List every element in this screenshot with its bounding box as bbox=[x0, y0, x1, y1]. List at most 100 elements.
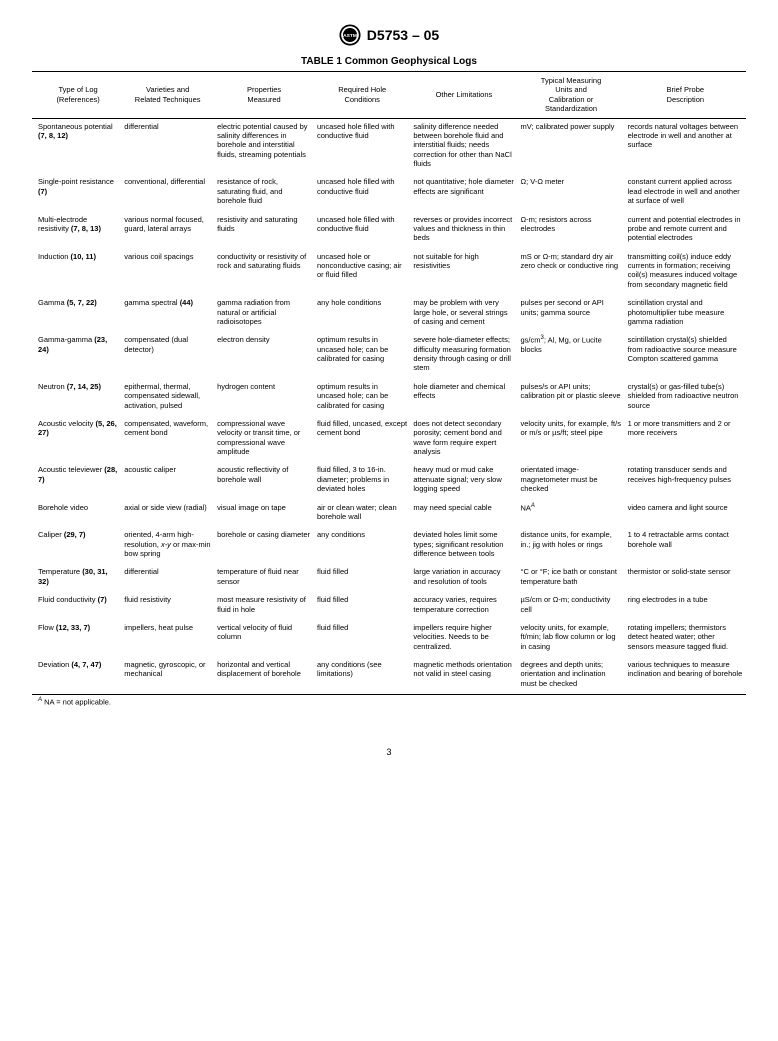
cell-varieties: impellers, heat pulse bbox=[121, 620, 214, 657]
table-row: Single-point resistance (7)conventional,… bbox=[32, 174, 746, 211]
cell-probe: various techniques to measure inclinatio… bbox=[625, 657, 746, 695]
cell-units: Ω-m; resistors across electrodes bbox=[517, 212, 624, 249]
cell-limitations: large variation in accuracy and resoluti… bbox=[410, 564, 517, 592]
cell-limitations: does not detect secondary porosity; ceme… bbox=[410, 416, 517, 463]
cell-limitations: reverses or provides incorrect values an… bbox=[410, 212, 517, 249]
cell-units: µS/cm or Ω-m; conductivity cell bbox=[517, 592, 624, 620]
cell-type-of-log: Temperature (30, 31, 32) bbox=[32, 564, 121, 592]
cell-hole-conditions: fluid filled bbox=[314, 564, 410, 592]
cell-limitations: salinity difference needed between boreh… bbox=[410, 118, 517, 174]
cell-probe: current and potential electrodes in prob… bbox=[625, 212, 746, 249]
cell-properties: temperature of fluid near sensor bbox=[214, 564, 314, 592]
cell-varieties: gamma spectral (44) bbox=[121, 295, 214, 332]
cell-properties: most measure resistivity of fluid in hol… bbox=[214, 592, 314, 620]
cell-type-of-log: Fluid conductivity (7) bbox=[32, 592, 121, 620]
cell-type-of-log: Gamma (5, 7, 22) bbox=[32, 295, 121, 332]
cell-limitations: magnetic methods orientation not valid i… bbox=[410, 657, 517, 695]
cell-varieties: fluid resistivity bbox=[121, 592, 214, 620]
cell-varieties: various normal focused, guard, lateral a… bbox=[121, 212, 214, 249]
geophysical-logs-table: Type of Log(References)Varieties andRela… bbox=[32, 71, 746, 695]
cell-probe: crystal(s) or gas-filled tube(s) shielde… bbox=[625, 379, 746, 416]
column-header: Typical MeasuringUnits andCalibration or… bbox=[517, 72, 624, 119]
table-footnote: A NA = not applicable. bbox=[32, 697, 746, 707]
cell-probe: thermistor or solid-state sensor bbox=[625, 564, 746, 592]
cell-units: orientated image-magnetometer must be ch… bbox=[517, 462, 624, 499]
cell-probe: rotating transducer sends and receives h… bbox=[625, 462, 746, 499]
cell-type-of-log: Single-point resistance (7) bbox=[32, 174, 121, 211]
table-row: Fluid conductivity (7)fluid resistivitym… bbox=[32, 592, 746, 620]
document-id: D5753 – 05 bbox=[367, 27, 439, 43]
cell-limitations: heavy mud or mud cake attenuate signal; … bbox=[410, 462, 517, 499]
cell-type-of-log: Neutron (7, 14, 25) bbox=[32, 379, 121, 416]
cell-units: gs/cm3; Al, Mg, or Lucite blocks bbox=[517, 332, 624, 379]
cell-varieties: acoustic caliper bbox=[121, 462, 214, 499]
cell-type-of-log: Spontaneous potential (7, 8, 12) bbox=[32, 118, 121, 174]
cell-probe: ring electrodes in a tube bbox=[625, 592, 746, 620]
table-row: Flow (12, 33, 7)impellers, heat pulsever… bbox=[32, 620, 746, 657]
astm-logo: ASTM bbox=[339, 24, 361, 46]
cell-units: mV; calibrated power supply bbox=[517, 118, 624, 174]
cell-hole-conditions: optimum results in uncased hole; can be … bbox=[314, 332, 410, 379]
cell-units: distance units, for example, in.; jig wi… bbox=[517, 527, 624, 564]
cell-hole-conditions: uncased hole filled with conductive flui… bbox=[314, 212, 410, 249]
cell-hole-conditions: any hole conditions bbox=[314, 295, 410, 332]
cell-properties: resistance of rock, saturating fluid, an… bbox=[214, 174, 314, 211]
cell-units: mS or Ω-m; standard dry air zero check o… bbox=[517, 249, 624, 296]
cell-properties: acoustic reflectivity of borehole wall bbox=[214, 462, 314, 499]
cell-varieties: various coil spacings bbox=[121, 249, 214, 296]
cell-limitations: accuracy varies, requires temperature co… bbox=[410, 592, 517, 620]
cell-type-of-log: Acoustic televiewer (28, 7) bbox=[32, 462, 121, 499]
cell-hole-conditions: fluid filled bbox=[314, 620, 410, 657]
cell-properties: conductivity or resistivity of rock and … bbox=[214, 249, 314, 296]
cell-type-of-log: Gamma-gamma (23, 24) bbox=[32, 332, 121, 379]
table-row: Induction (10, 11)various coil spacingsc… bbox=[32, 249, 746, 296]
cell-limitations: hole diameter and chemical effects bbox=[410, 379, 517, 416]
cell-hole-conditions: fluid filled, 3 to 16-in. diameter; prob… bbox=[314, 462, 410, 499]
cell-units: NAA bbox=[517, 500, 624, 528]
table-header-row: Type of Log(References)Varieties andRela… bbox=[32, 72, 746, 119]
table-row: Acoustic televiewer (28, 7)acoustic cali… bbox=[32, 462, 746, 499]
table-row: Caliper (29, 7)oriented, 4-arm high-reso… bbox=[32, 527, 746, 564]
column-header: Brief ProbeDescription bbox=[625, 72, 746, 119]
footnote-text: NA = not applicable. bbox=[42, 698, 111, 707]
cell-properties: visual image on tape bbox=[214, 500, 314, 528]
cell-properties: electron density bbox=[214, 332, 314, 379]
cell-varieties: magnetic, gyroscopic, or mechanical bbox=[121, 657, 214, 695]
cell-probe: 1 to 4 retractable arms contact borehole… bbox=[625, 527, 746, 564]
cell-type-of-log: Multi-electrode resistivity (7, 8, 13) bbox=[32, 212, 121, 249]
cell-units: degrees and depth units; orientation and… bbox=[517, 657, 624, 695]
cell-varieties: conventional, differential bbox=[121, 174, 214, 211]
cell-hole-conditions: uncased hole filled with conductive flui… bbox=[314, 174, 410, 211]
cell-type-of-log: Induction (10, 11) bbox=[32, 249, 121, 296]
cell-limitations: not quantitative; hole diameter effects … bbox=[410, 174, 517, 211]
cell-limitations: severe hole-diameter effects; difficulty… bbox=[410, 332, 517, 379]
cell-hole-conditions: uncased hole or nonconductive casing; ai… bbox=[314, 249, 410, 296]
cell-type-of-log: Borehole video bbox=[32, 500, 121, 528]
table-row: Acoustic velocity (5, 26, 27)compensated… bbox=[32, 416, 746, 463]
cell-probe: constant current applied across lead ele… bbox=[625, 174, 746, 211]
cell-limitations: deviated holes limit some types; signifi… bbox=[410, 527, 517, 564]
cell-type-of-log: Caliper (29, 7) bbox=[32, 527, 121, 564]
table-title: TABLE 1 Common Geophysical Logs bbox=[32, 56, 746, 67]
document-header: ASTM D5753 – 05 bbox=[32, 24, 746, 46]
cell-units: velocity units, for example, ft/s or m/s… bbox=[517, 416, 624, 463]
cell-probe: scintillation crystal(s) shielded from r… bbox=[625, 332, 746, 379]
cell-varieties: differential bbox=[121, 118, 214, 174]
cell-units: °C or °F; ice bath or constant temperatu… bbox=[517, 564, 624, 592]
page-number: 3 bbox=[32, 747, 746, 757]
cell-limitations: may need special cable bbox=[410, 500, 517, 528]
cell-probe: rotating impellers; thermistors detect h… bbox=[625, 620, 746, 657]
cell-type-of-log: Acoustic velocity (5, 26, 27) bbox=[32, 416, 121, 463]
table-row: Temperature (30, 31, 32)differentialtemp… bbox=[32, 564, 746, 592]
cell-properties: resistivity and saturating fluids bbox=[214, 212, 314, 249]
cell-varieties: axial or side view (radial) bbox=[121, 500, 214, 528]
cell-hole-conditions: uncased hole filled with conductive flui… bbox=[314, 118, 410, 174]
cell-probe: transmitting coil(s) induce eddy current… bbox=[625, 249, 746, 296]
svg-text:ASTM: ASTM bbox=[343, 33, 357, 39]
table-row: Borehole videoaxial or side view (radial… bbox=[32, 500, 746, 528]
column-header: Varieties andRelated Techniques bbox=[121, 72, 214, 119]
cell-probe: video camera and light source bbox=[625, 500, 746, 528]
cell-hole-conditions: fluid filled bbox=[314, 592, 410, 620]
cell-properties: hydrogen content bbox=[214, 379, 314, 416]
column-header: Other Limitations bbox=[410, 72, 517, 119]
